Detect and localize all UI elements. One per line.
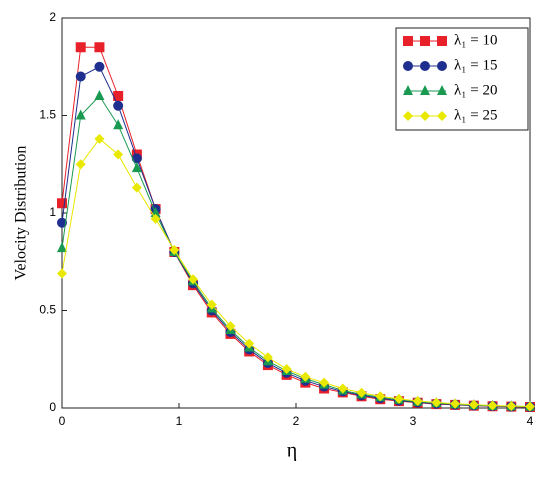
legend-box [395,27,529,131]
marker [94,42,105,53]
marker [525,401,535,412]
marker [131,153,142,164]
x-tick-label: 1 [176,414,183,428]
marker [393,393,404,404]
marker [131,182,142,193]
marker [468,399,479,410]
y-tick-label: 1 [49,205,56,219]
y-tick-label: 2 [49,10,56,24]
legend-marker [420,61,430,71]
marker [375,391,386,402]
marker [356,387,367,398]
marker [75,42,86,53]
marker [506,401,517,412]
legend-marker [437,85,447,95]
marker [57,242,67,253]
marker [225,321,236,332]
y-tick-label: 0.5 [39,303,56,317]
legend-marker [420,111,430,121]
marker [487,400,498,411]
legend-marker [420,85,430,95]
legend-label: λ₁ = 20 [454,82,497,98]
y-tick-label: 1.5 [39,108,56,122]
marker [94,90,105,100]
marker [412,395,423,406]
marker [244,338,255,349]
marker [57,268,67,279]
marker [94,61,105,72]
marker [431,397,442,408]
marker [57,198,67,209]
marker [281,364,292,374]
x-tick-label: 0 [59,414,66,428]
marker [300,371,311,382]
legend-label: λ₁ = 15 [454,57,497,73]
marker [113,149,124,160]
legend-marker [403,85,413,95]
marker [57,217,67,228]
legend-marker [403,111,413,121]
legend-marker [420,36,430,46]
marker [113,91,124,101]
x-tick-label: 3 [410,414,417,428]
marker [113,119,124,130]
y-axis-label: Velocity Distribution [13,146,30,281]
x-tick-label: 4 [527,414,534,428]
legend-marker [437,36,447,46]
legend-marker [437,111,447,121]
marker [188,274,199,285]
marker [75,159,86,170]
legend-marker [403,36,413,46]
series-line [61,95,531,408]
marker [319,377,330,388]
marker [75,109,86,120]
legend-marker [403,61,413,71]
marker [150,213,161,224]
legend-marker [437,61,447,71]
legend-label: λ₁ = 25 [454,107,497,123]
legend-label: λ₁ = 10 [454,32,497,48]
x-tick-label: 2 [293,414,300,428]
x-axis-label: η [287,440,297,462]
y-tick-label: 0 [49,400,56,414]
marker [450,398,461,409]
marker [169,245,180,256]
marker [131,162,142,173]
marker [75,71,86,82]
marker [337,383,348,394]
marker [94,133,105,144]
marker [262,352,273,363]
marker [113,100,124,111]
series-line [61,138,531,407]
marker [206,299,217,310]
